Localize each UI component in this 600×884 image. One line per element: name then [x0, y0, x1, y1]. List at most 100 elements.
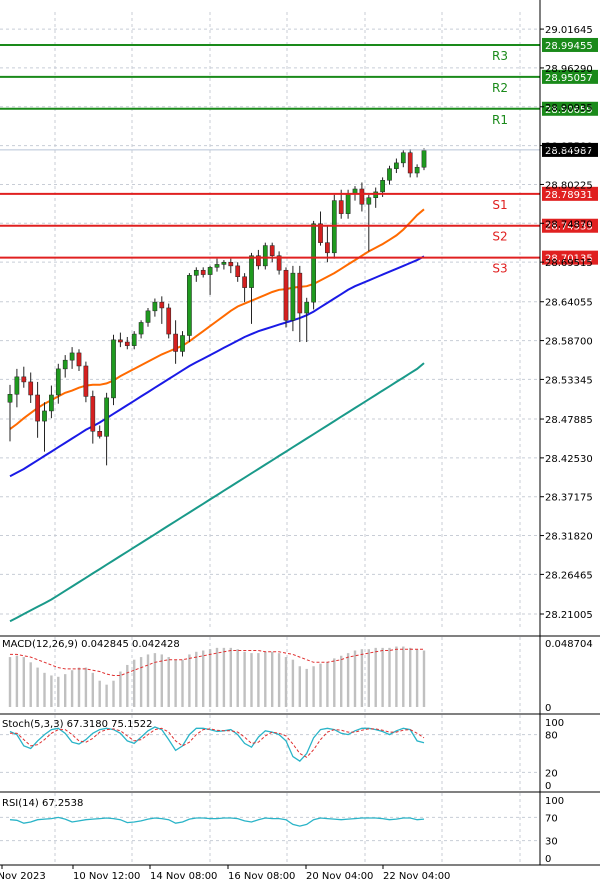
stoch-signal-line	[10, 727, 425, 758]
candle-body	[283, 269, 289, 321]
macd-histogram-bar	[277, 653, 281, 707]
macd-histogram-bar	[64, 674, 67, 707]
moving-average-line	[9, 208, 425, 430]
level-price-s1: 28.78931	[545, 190, 593, 201]
level-tag-r3	[542, 37, 598, 52]
candle-body	[297, 272, 303, 314]
rsi-title: RSI(14) 67.2538	[2, 798, 83, 809]
candle-body	[421, 150, 427, 168]
main-panel: 28.84987 R3 28.99455 R2 28.95057 R1 28.90659 S1…	[0, 0, 600, 866]
macd-tick-label: 0.048704	[545, 639, 593, 650]
candle-body	[269, 245, 275, 256]
stoch-tick-label: 100	[545, 718, 564, 729]
stoch-panel: 100 80 20 0 Stoch(5,3,3) 67.3180 75.1522	[0, 715, 564, 792]
stoch-tick-label: 80	[545, 731, 558, 742]
candle-body	[104, 397, 109, 437]
time-tick-label: 8 Nov 2023	[0, 871, 46, 882]
level-tag-s1	[542, 186, 598, 201]
candle-body	[180, 335, 185, 352]
macd-histogram-bar	[57, 676, 60, 707]
level-name-r2: R2	[492, 81, 508, 95]
candle-body	[380, 180, 385, 193]
candle-body	[290, 272, 296, 321]
macd-histogram-bar	[139, 657, 143, 707]
candle-body	[256, 255, 261, 267]
candle-body	[14, 376, 20, 395]
candle-body	[235, 265, 241, 278]
macd-histogram-bar	[250, 653, 253, 707]
candle-body	[387, 168, 392, 181]
candle-body	[338, 200, 344, 214]
rsi-panel: 100 70 30 0 RSI(14) 67.2538	[0, 793, 564, 865]
stoch-title: Stoch(5,3,3) 67.3180 75.1522	[2, 719, 153, 730]
time-tick-label: 22 Nov 04:00	[383, 871, 450, 882]
macd-histogram-bar	[284, 657, 288, 707]
macd-signal-line	[10, 648, 424, 676]
level-name-r3: R3	[492, 49, 508, 63]
candle-body	[124, 341, 130, 346]
candle-body	[325, 242, 330, 254]
price-tick-label: 29.01645	[545, 25, 593, 36]
macd-histogram-bar	[243, 651, 246, 707]
price-grid	[0, 12, 540, 630]
level-price-r3: 28.99455	[545, 41, 593, 52]
macd-histogram-bar	[112, 680, 115, 707]
candle-body	[228, 261, 234, 267]
macd-histogram-bar	[98, 680, 101, 707]
macd-histogram-bar	[264, 651, 267, 707]
candle-body	[152, 301, 158, 312]
candle-body	[193, 269, 199, 276]
candle-body	[207, 267, 213, 275]
macd-histogram-bar	[126, 664, 129, 707]
candle-body	[62, 359, 68, 370]
price-tick-label: 28.42530	[545, 454, 593, 465]
candle-body	[21, 376, 27, 383]
price-tick-label: 28.96290	[545, 64, 593, 75]
macd-histogram-bar	[312, 666, 315, 707]
rsi-tick-label: 30	[545, 837, 558, 848]
level-tag-s2	[542, 218, 598, 233]
macd-histogram-bar	[388, 647, 391, 707]
candle-body	[83, 365, 89, 397]
macd-histogram-bar	[22, 657, 25, 707]
moving-averages	[9, 208, 425, 623]
macd-histogram-bar	[146, 654, 150, 707]
candle-body	[35, 394, 40, 422]
macd-histogram-bar	[195, 651, 198, 707]
candle-body	[173, 333, 178, 352]
macd-histogram-bar	[374, 647, 377, 707]
macd-histogram-bar	[367, 649, 370, 707]
moving-average-line	[9, 362, 425, 623]
candle-body	[90, 396, 96, 432]
candle-body	[7, 394, 13, 403]
candlesticks	[7, 148, 427, 466]
candle-body	[366, 197, 372, 205]
macd-histogram-bar	[160, 654, 163, 707]
time-tick-label: 20 Nov 04:00	[306, 871, 373, 882]
candle-body	[345, 193, 351, 214]
macd-histogram-bar	[174, 659, 177, 707]
price-axis: 29.01645 28.96290 28.90935 28.85580 28.80225…	[0, 0, 600, 866]
candle-body	[359, 188, 365, 205]
candle-body	[400, 152, 406, 164]
macd-histogram-bar	[188, 654, 191, 707]
macd-histogram-bar	[202, 650, 205, 707]
candle-body	[166, 307, 172, 335]
level-price-r1: 28.90659	[545, 105, 593, 116]
price-tick-label: 28.80225	[545, 180, 593, 191]
macd-histogram-bar	[167, 657, 170, 707]
time-tick-label: 14 Nov 08:00	[150, 871, 217, 882]
macd-histogram-bar	[208, 649, 212, 707]
stoch-tick-label: 0	[545, 781, 551, 792]
candle-body	[76, 352, 82, 367]
level-name-s2: S2	[492, 230, 507, 244]
level-price-r2: 28.95057	[545, 73, 593, 84]
candle-body	[55, 368, 61, 396]
candle-body	[414, 166, 420, 174]
candle-body	[111, 339, 116, 399]
macd-histogram-bar	[236, 649, 239, 707]
macd-histogram-bar	[257, 653, 260, 707]
price-tick-label: 28.90935	[545, 103, 593, 114]
macd-histogram-bar	[305, 668, 308, 707]
